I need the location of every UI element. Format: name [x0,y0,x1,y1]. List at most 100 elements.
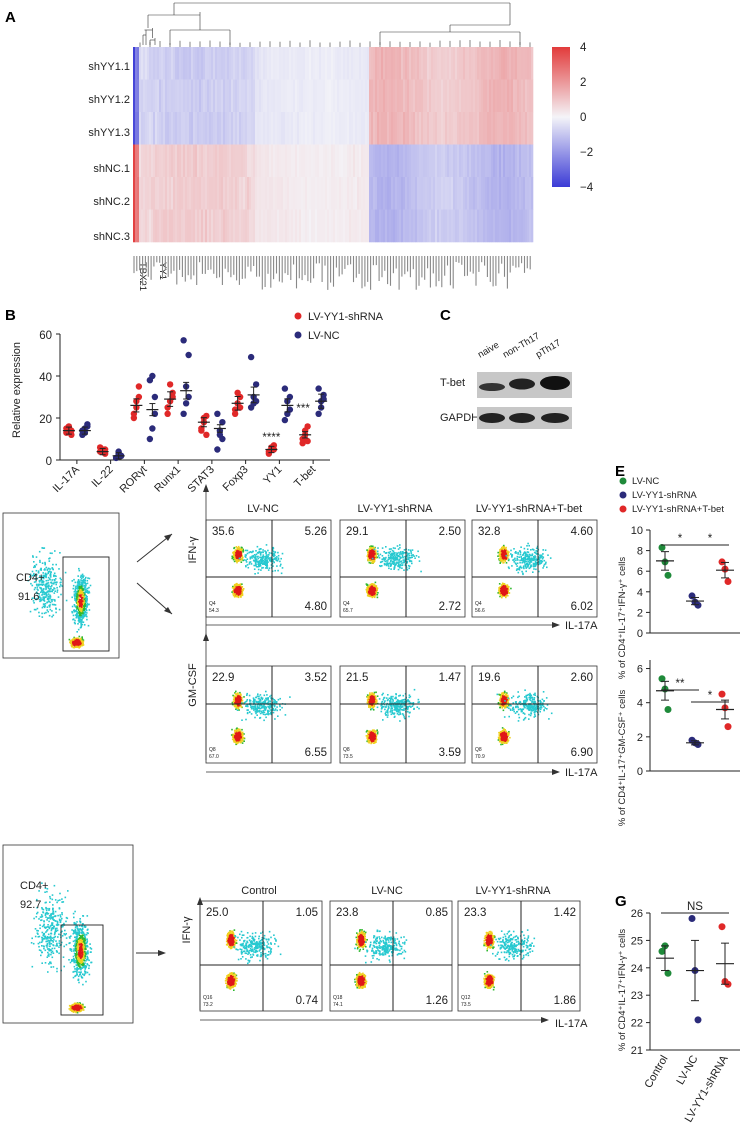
heatmap-cell [445,79,448,113]
heatmap-cell [355,79,358,113]
heatmap-cell [219,144,222,178]
heatmap-cell [171,177,174,210]
heatmap-cell [471,177,474,210]
event-dot [237,553,239,556]
event-dot [372,556,374,558]
heatmap-cell [321,144,324,178]
event-dot [234,558,237,560]
heatmap-cell [143,209,146,243]
event-dot [75,613,78,616]
heatmap-cell [271,144,274,178]
event-dot [54,574,56,577]
heatmap-cell [345,47,348,80]
heatmap-cell [219,209,222,243]
heatmap-cell [435,144,438,178]
heatmap-cell [445,177,448,210]
event-dot [237,545,240,548]
event-dot [85,583,87,585]
heatmap-cell [471,79,474,113]
event-dot [43,612,46,615]
heatmap-cell [291,209,294,243]
heatmap-cell [373,47,376,80]
event-dot [256,545,259,548]
event-dot [401,554,404,557]
event-dot [389,553,392,556]
blot-band-label: GAPDH [440,412,479,424]
heatmap-cell [291,144,294,178]
event-dot [36,607,39,610]
event-dot [369,548,372,551]
heatmap-cell [499,209,502,243]
heatmap-cell [501,47,504,80]
event-dot [79,602,82,605]
heatmap-cell [485,177,488,210]
event-dot [400,556,402,559]
heatmap-cell [409,112,412,145]
heatmap-cell [353,79,356,113]
heatmap-cell [471,47,474,80]
heatmap-cell [183,47,186,80]
heatmap-cell [429,177,432,210]
event-dot [47,571,50,573]
heatmap-cell [135,209,138,243]
heatmap-cell [311,177,314,210]
heatmap-cell [447,112,450,145]
event-dot [81,600,84,602]
event-dot [53,574,55,577]
heatmap-cell [213,79,216,113]
heatmap-cell [439,112,442,145]
heatmap-cell [323,209,326,243]
heatmap-cell [503,144,506,178]
event-dot [39,559,41,562]
heatmap-cell [227,177,230,210]
heatmap-cell [475,177,478,210]
event-dot [370,559,373,562]
event-dot [256,556,259,558]
event-dot [277,558,280,560]
heatmap-cell [475,79,478,113]
heatmap-cell [447,144,450,178]
heatmap [133,47,534,243]
heatmap-cell [335,112,338,145]
event-dot [80,618,83,621]
event-dot [268,554,270,556]
event-dot [35,569,38,572]
data-point [164,410,171,417]
heatmap-cell [167,47,170,80]
heatmap-cell [293,79,296,113]
event-dot [265,558,267,561]
heatmap-cell [521,177,524,210]
event-dot [238,556,240,558]
heatmap-cell [361,47,364,80]
heatmap-cell [491,144,494,178]
heatmap-cell [341,47,344,80]
heatmap-cell [473,79,476,113]
heatmap-cell [389,112,392,145]
heatmap-cell [161,144,164,178]
event-dot [81,595,84,597]
event-dot [257,560,259,563]
event-dot [74,587,77,589]
heatmap-cell [151,144,154,178]
event-dot [71,580,74,582]
event-dot [73,642,76,644]
event-dot [266,562,268,565]
heatmap-cell [385,177,388,210]
heatmap-cell [381,112,384,145]
heatmap-cell [149,177,152,210]
heatmap-cell [387,144,390,178]
heatmap-cell [197,209,200,243]
heatmap-cell [269,47,272,80]
event-dot [86,602,89,605]
event-dot [44,585,47,588]
event-dot [239,583,241,586]
heatmap-cell [135,47,138,80]
heatmap-cell [271,79,274,113]
significance-label: *** [296,403,310,415]
event-dot [249,551,252,553]
band-nonth17 [509,378,535,390]
heatmap-cell [405,47,408,80]
heatmap-cell [171,209,174,243]
event-dot [248,551,250,554]
y-tick-label: 40 [39,372,52,384]
